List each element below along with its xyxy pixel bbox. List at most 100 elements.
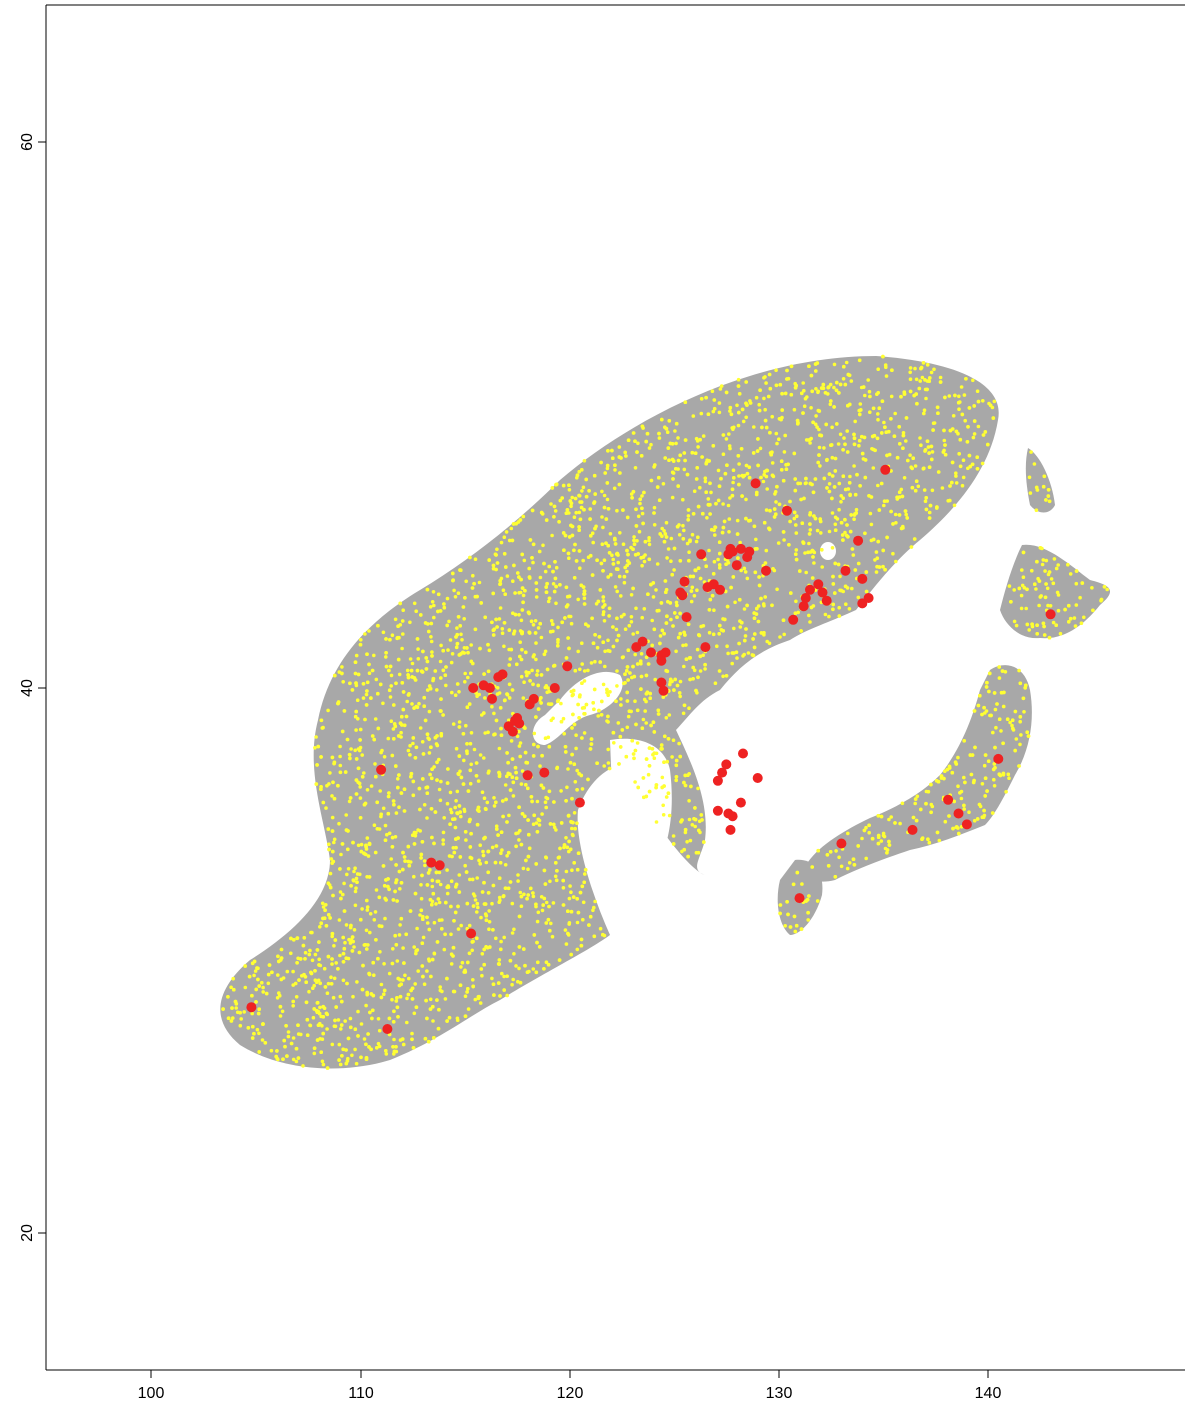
background-point bbox=[373, 717, 378, 721]
background-point bbox=[345, 1059, 350, 1063]
background-point bbox=[988, 403, 993, 408]
background-point bbox=[512, 563, 516, 568]
background-point bbox=[744, 497, 748, 502]
background-point bbox=[806, 438, 811, 442]
background-point bbox=[1021, 575, 1026, 579]
background-point bbox=[313, 952, 318, 957]
background-point bbox=[608, 690, 612, 694]
background-point bbox=[681, 523, 685, 528]
background-point bbox=[295, 936, 300, 941]
background-point bbox=[421, 914, 425, 919]
background-point bbox=[603, 603, 607, 607]
background-point bbox=[462, 758, 466, 763]
background-point bbox=[564, 750, 568, 754]
background-point bbox=[592, 501, 596, 505]
background-point bbox=[747, 475, 752, 480]
background-point bbox=[424, 667, 429, 671]
background-point bbox=[635, 450, 639, 454]
background-point bbox=[406, 844, 411, 849]
background-point bbox=[293, 981, 298, 986]
background-point bbox=[481, 849, 485, 854]
background-point bbox=[462, 809, 467, 814]
background-point bbox=[274, 1054, 279, 1059]
background-point bbox=[923, 499, 928, 504]
background-point bbox=[365, 788, 370, 792]
background-point bbox=[1102, 585, 1107, 589]
background-point bbox=[703, 662, 707, 667]
background-point bbox=[541, 786, 546, 790]
background-point bbox=[572, 722, 577, 727]
background-point bbox=[408, 909, 413, 913]
background-point bbox=[337, 821, 341, 826]
background-point bbox=[470, 877, 475, 882]
background-point bbox=[867, 494, 871, 498]
background-point bbox=[665, 614, 669, 618]
background-point bbox=[442, 816, 447, 820]
background-point bbox=[977, 802, 982, 807]
background-point bbox=[621, 508, 625, 512]
background-point bbox=[633, 699, 637, 703]
background-point bbox=[506, 760, 510, 765]
background-point bbox=[531, 891, 535, 895]
background-point bbox=[971, 378, 975, 383]
background-point bbox=[785, 368, 789, 373]
background-point bbox=[626, 678, 630, 682]
background-point bbox=[344, 813, 349, 817]
background-point bbox=[544, 590, 549, 594]
background-point bbox=[326, 881, 331, 885]
background-point bbox=[348, 941, 353, 945]
background-point bbox=[575, 867, 580, 872]
background-point bbox=[365, 689, 369, 693]
background-point bbox=[425, 688, 430, 692]
background-point bbox=[817, 453, 821, 457]
background-point bbox=[712, 559, 717, 564]
background-point bbox=[712, 608, 716, 612]
background-point bbox=[475, 936, 479, 941]
background-point bbox=[463, 1014, 468, 1018]
background-point bbox=[556, 625, 560, 630]
background-point bbox=[561, 886, 566, 890]
sakhalin-region bbox=[1025, 448, 1055, 513]
background-point bbox=[605, 481, 610, 485]
background-point bbox=[423, 1036, 428, 1041]
background-point bbox=[991, 767, 996, 772]
background-point bbox=[682, 847, 686, 852]
background-point bbox=[625, 690, 629, 695]
background-point bbox=[561, 531, 566, 535]
background-point bbox=[748, 401, 753, 405]
background-point bbox=[512, 927, 516, 932]
background-point bbox=[539, 895, 544, 899]
background-point bbox=[327, 913, 331, 917]
background-point bbox=[862, 435, 867, 440]
background-point bbox=[671, 738, 676, 742]
background-point bbox=[486, 849, 491, 854]
background-point bbox=[527, 630, 531, 635]
background-point bbox=[827, 529, 832, 534]
background-point bbox=[361, 696, 366, 700]
background-point bbox=[580, 681, 584, 685]
background-point bbox=[564, 511, 569, 515]
background-point bbox=[985, 789, 989, 793]
background-point bbox=[911, 815, 916, 820]
background-point bbox=[545, 796, 550, 801]
background-point bbox=[716, 557, 720, 562]
background-point bbox=[646, 662, 651, 666]
background-point bbox=[712, 398, 717, 402]
background-point bbox=[989, 713, 993, 718]
background-point bbox=[972, 818, 977, 823]
background-point bbox=[341, 978, 346, 983]
background-point bbox=[819, 433, 824, 438]
background-point bbox=[338, 770, 343, 775]
background-point bbox=[552, 822, 556, 827]
background-point bbox=[644, 699, 648, 704]
background-point bbox=[647, 764, 652, 768]
background-point bbox=[997, 717, 1002, 721]
background-point bbox=[416, 657, 421, 661]
background-point bbox=[691, 574, 696, 579]
background-point bbox=[727, 517, 732, 521]
background-point bbox=[606, 720, 610, 724]
background-point bbox=[419, 856, 423, 860]
background-point bbox=[491, 591, 496, 596]
background-point bbox=[381, 806, 386, 811]
background-point bbox=[464, 579, 469, 584]
